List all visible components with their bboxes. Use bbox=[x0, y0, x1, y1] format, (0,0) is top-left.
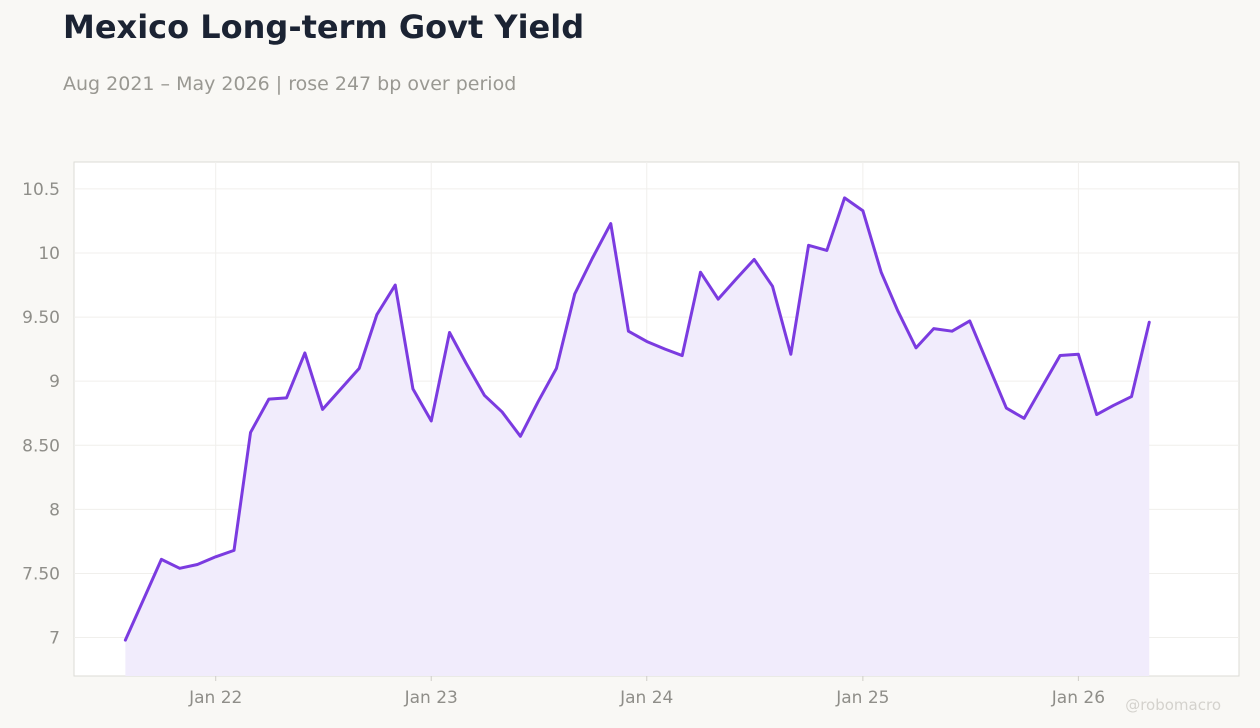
chart-subtitle: Aug 2021 – May 2026 | rose 247 bp over p… bbox=[63, 73, 517, 95]
data-point bbox=[214, 555, 217, 558]
data-point bbox=[285, 396, 288, 400]
data-point bbox=[303, 351, 307, 355]
y-tick-label: 7.50 bbox=[22, 564, 60, 584]
data-point bbox=[1095, 413, 1098, 416]
area-layer bbox=[125, 197, 1150, 676]
x-tick-label: Jan 23 bbox=[404, 688, 458, 708]
data-point bbox=[1130, 395, 1133, 398]
data-point bbox=[339, 387, 343, 391]
data-point bbox=[663, 347, 667, 351]
data-point bbox=[411, 387, 415, 391]
line-layer bbox=[123, 196, 1151, 642]
data-point bbox=[232, 549, 236, 552]
data-point bbox=[1022, 417, 1026, 420]
data-point bbox=[680, 354, 684, 357]
data-point bbox=[591, 256, 594, 260]
data-point bbox=[196, 563, 199, 566]
x-axis-ticks: Jan 22 Jan 23 Jan 24 Jan 25 Jan 26 bbox=[188, 676, 1105, 708]
data-point bbox=[1041, 385, 1044, 388]
data-point bbox=[178, 567, 181, 570]
y-tick-label: 10.5 bbox=[22, 180, 60, 200]
data-point bbox=[609, 222, 612, 225]
data-point bbox=[825, 249, 829, 252]
data-point bbox=[968, 319, 971, 323]
data-point bbox=[1058, 354, 1062, 357]
data-point bbox=[142, 597, 145, 601]
data-point bbox=[753, 258, 756, 261]
data-point bbox=[807, 244, 810, 247]
data-point bbox=[879, 271, 883, 274]
data-point bbox=[555, 367, 558, 370]
data-point bbox=[699, 271, 702, 274]
y-tick-label: 9.50 bbox=[22, 308, 60, 328]
data-point bbox=[1112, 404, 1115, 407]
series-area bbox=[125, 197, 1150, 676]
data-point bbox=[735, 277, 738, 280]
data-point bbox=[430, 419, 433, 423]
data-point bbox=[932, 327, 935, 330]
data-point bbox=[500, 410, 504, 414]
data-point bbox=[375, 313, 379, 316]
data-point bbox=[267, 397, 271, 401]
data-point bbox=[896, 309, 899, 312]
x-tick-label: Jan 22 bbox=[188, 688, 242, 708]
data-point bbox=[124, 638, 127, 642]
data-point bbox=[573, 292, 576, 296]
data-point bbox=[160, 558, 163, 561]
data-point bbox=[448, 331, 451, 334]
y-tick-label: 8 bbox=[49, 500, 60, 520]
data-point bbox=[645, 340, 648, 343]
data-point bbox=[789, 353, 793, 356]
data-point bbox=[1005, 406, 1008, 410]
data-point bbox=[249, 431, 252, 434]
chart-title: Mexico Long-term Govt Yield bbox=[63, 8, 585, 46]
data-point bbox=[1077, 353, 1080, 356]
y-tick-label: 9 bbox=[49, 372, 60, 392]
data-point bbox=[1148, 321, 1151, 324]
y-tick-label: 10 bbox=[38, 244, 60, 264]
data-point bbox=[717, 297, 720, 301]
data-point bbox=[861, 209, 865, 212]
data-point bbox=[986, 363, 990, 366]
data-point bbox=[519, 435, 522, 438]
data-point bbox=[536, 400, 540, 403]
x-tick-label: Jan 24 bbox=[619, 688, 673, 708]
data-points bbox=[124, 196, 1151, 642]
data-point bbox=[914, 346, 918, 350]
series-line bbox=[123, 196, 1151, 642]
data-point bbox=[771, 285, 774, 288]
data-point bbox=[358, 367, 361, 370]
data-point bbox=[950, 330, 954, 333]
data-point bbox=[464, 362, 468, 365]
y-tick-label: 7 bbox=[49, 629, 60, 649]
x-tick-label: Jan 26 bbox=[1051, 688, 1105, 708]
y-tick-label: 8.50 bbox=[22, 436, 60, 456]
data-point bbox=[483, 394, 486, 397]
watermark: @robomacro bbox=[1125, 696, 1221, 714]
data-point bbox=[321, 408, 324, 411]
y-axis-ticks: 7 7.50 8 8.50 9 9.50 10 10.5 bbox=[22, 180, 60, 649]
data-point bbox=[394, 283, 397, 287]
x-tick-label: Jan 25 bbox=[835, 688, 889, 708]
data-point bbox=[627, 330, 630, 333]
data-point bbox=[843, 196, 846, 200]
